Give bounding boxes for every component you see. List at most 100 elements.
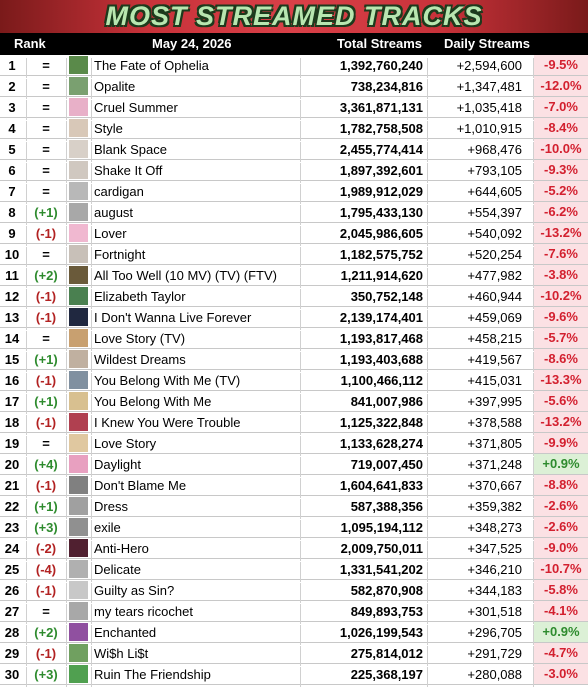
column-divider xyxy=(533,268,534,288)
daily-change: -5.6% xyxy=(534,391,588,411)
track-title: Wildest Dreams xyxy=(94,352,186,367)
table-row: 18 (-1) I Knew You Were Trouble 1,125,322,8… xyxy=(0,412,588,435)
daily-change: -5.7% xyxy=(534,328,588,348)
column-divider xyxy=(533,457,534,477)
total-streams: 2,139,174,401 xyxy=(339,310,423,325)
rank-change: (+2) xyxy=(34,625,58,640)
column-divider xyxy=(300,184,301,204)
rank-change: = xyxy=(42,163,50,178)
daily-streams: +371,805 xyxy=(467,436,522,451)
rank: 22 xyxy=(4,499,20,514)
column-divider xyxy=(66,478,67,498)
track-title: Fortnight xyxy=(94,247,146,262)
column-divider xyxy=(533,583,534,603)
column-divider xyxy=(427,247,428,267)
column-divider xyxy=(533,373,534,393)
thumbnail xyxy=(69,455,88,473)
table-row: 2 = Opalite 738,234,816 +1,347,481 -12.0% xyxy=(0,76,588,99)
column-divider xyxy=(26,541,27,561)
daily-change: -8.6% xyxy=(534,349,588,369)
total-streams: 1,989,912,029 xyxy=(339,184,423,199)
rank-change: = xyxy=(42,436,50,451)
column-divider xyxy=(26,646,27,666)
table-row: 7 = cardigan 1,989,912,029 +644,605 -5.2% xyxy=(0,181,588,204)
column-divider xyxy=(66,100,67,120)
rank-change: (-1) xyxy=(35,310,57,325)
daily-streams: +2,594,600 xyxy=(456,58,522,73)
column-divider xyxy=(91,520,92,540)
rank: 17 xyxy=(4,394,20,409)
column-divider xyxy=(300,373,301,393)
rank: 4 xyxy=(8,121,16,136)
daily-change: -13.2% xyxy=(534,223,588,243)
daily-streams: +968,476 xyxy=(467,142,522,157)
column-divider xyxy=(427,373,428,393)
rank-change: (+1) xyxy=(34,352,58,367)
track-title: Love Story (TV) xyxy=(94,331,186,346)
rank-change: = xyxy=(42,121,50,136)
total-streams: 1,125,322,848 xyxy=(339,415,423,430)
daily-streams: +348,273 xyxy=(467,520,522,535)
table-row: 14 = Love Story (TV) 1,193,817,468 +458,215-… xyxy=(0,328,588,351)
column-divider xyxy=(66,226,67,246)
table-row: 4 = Style 1,782,758,508 +1,010,915 -8.4% xyxy=(0,118,588,141)
column-divider xyxy=(26,373,27,393)
column-divider xyxy=(91,310,92,330)
table-row: 29 (-1) Wi$h Li$t 275,814,012 +291,729 -4.7% xyxy=(0,643,588,666)
daily-change: -4.7% xyxy=(534,643,588,663)
rank-change: = xyxy=(42,142,50,157)
column-divider xyxy=(91,394,92,414)
column-divider xyxy=(66,184,67,204)
daily-change: -9.9% xyxy=(534,433,588,453)
column-divider xyxy=(427,478,428,498)
column-divider xyxy=(300,625,301,645)
daily-streams: +477,982 xyxy=(467,268,522,283)
thumbnail xyxy=(69,287,88,305)
total-streams: 2,455,774,414 xyxy=(339,142,423,157)
thumbnail xyxy=(69,161,88,179)
column-divider xyxy=(300,457,301,477)
column-divider xyxy=(300,478,301,498)
rank-change: = xyxy=(42,331,50,346)
track-title: Don't Blame Me xyxy=(94,478,187,493)
rank-change: = xyxy=(42,247,50,262)
column-divider xyxy=(66,625,67,645)
track-title: Style xyxy=(94,121,123,136)
column-divider xyxy=(26,520,27,540)
rank: 5 xyxy=(8,142,16,157)
column-divider xyxy=(91,100,92,120)
track-title: my tears ricochet xyxy=(94,604,193,619)
column-divider xyxy=(26,667,27,687)
column-divider xyxy=(427,394,428,414)
total-streams: 1,193,403,688 xyxy=(339,352,423,367)
thumbnail xyxy=(69,434,88,452)
column-divider xyxy=(427,541,428,561)
rank: 3 xyxy=(8,100,16,115)
daily-change: -5.2% xyxy=(534,181,588,201)
rank-change: (-1) xyxy=(35,373,57,388)
daily-change: +0.9% xyxy=(534,454,588,474)
thumbnail xyxy=(69,602,88,620)
track-title: All Too Well (10 MV) (TV) (FTV) xyxy=(94,268,277,283)
column-divider xyxy=(26,163,27,183)
column-divider xyxy=(66,268,67,288)
daily-streams: +460,944 xyxy=(467,289,522,304)
rank-change: (-1) xyxy=(35,478,57,493)
daily-streams: +554,397 xyxy=(467,205,522,220)
column-divider xyxy=(300,163,301,183)
column-divider xyxy=(66,646,67,666)
rank-change: (+1) xyxy=(34,394,58,409)
total-streams: 1,782,758,508 xyxy=(339,121,423,136)
rank: 28 xyxy=(4,625,20,640)
total-streams: 587,388,356 xyxy=(350,499,423,514)
daily-streams: +359,382 xyxy=(467,499,522,514)
thumbnail xyxy=(69,497,88,515)
column-divider xyxy=(300,100,301,120)
rank-change: = xyxy=(42,100,50,115)
column-divider xyxy=(26,100,27,120)
column-divider xyxy=(66,499,67,519)
daily-change: -12.0% xyxy=(534,76,588,96)
column-divider xyxy=(91,289,92,309)
rank: 21 xyxy=(4,478,20,493)
column-divider xyxy=(66,247,67,267)
